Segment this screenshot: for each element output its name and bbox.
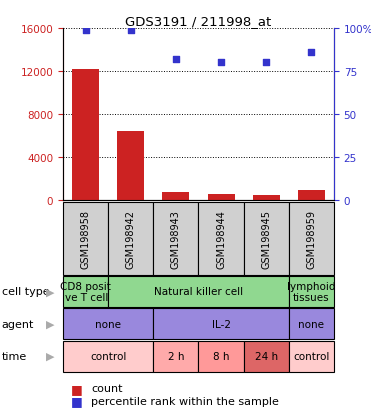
Text: none: none <box>95 319 121 329</box>
Text: control: control <box>293 351 329 361</box>
Bar <box>153 341 198 372</box>
Bar <box>162 193 190 200</box>
Bar <box>63 203 108 275</box>
Point <box>218 60 224 66</box>
Bar <box>198 203 244 275</box>
Text: GSM198943: GSM198943 <box>171 209 181 268</box>
Text: time: time <box>2 351 27 361</box>
Text: ■: ■ <box>70 394 82 407</box>
Text: ▶: ▶ <box>46 319 54 329</box>
Bar <box>289 276 334 307</box>
Bar <box>289 341 334 372</box>
Bar <box>72 70 99 200</box>
Bar <box>63 341 153 372</box>
Text: cell type: cell type <box>2 287 49 297</box>
Text: 24 h: 24 h <box>255 351 278 361</box>
Point <box>263 60 269 66</box>
Text: GSM198959: GSM198959 <box>306 209 316 268</box>
Title: GDS3191 / 211998_at: GDS3191 / 211998_at <box>125 15 272 28</box>
Bar <box>63 276 108 307</box>
Text: none: none <box>298 319 324 329</box>
Text: ▶: ▶ <box>46 287 54 297</box>
Bar <box>108 203 153 275</box>
Text: control: control <box>90 351 127 361</box>
Text: IL-2: IL-2 <box>211 319 230 329</box>
Text: count: count <box>91 383 122 393</box>
Text: GSM198958: GSM198958 <box>81 209 91 268</box>
Point <box>308 50 314 56</box>
Bar <box>289 309 334 339</box>
Point <box>83 27 89 34</box>
Bar <box>117 132 144 200</box>
Bar <box>244 341 289 372</box>
Bar <box>244 203 289 275</box>
Bar <box>63 309 153 339</box>
Bar <box>153 203 198 275</box>
Bar <box>253 196 280 200</box>
Bar <box>108 276 289 307</box>
Bar <box>198 341 244 372</box>
Bar <box>207 195 234 200</box>
Text: GSM198942: GSM198942 <box>126 209 136 268</box>
Text: agent: agent <box>2 319 34 329</box>
Bar <box>298 191 325 200</box>
Text: percentile rank within the sample: percentile rank within the sample <box>91 396 279 406</box>
Text: GSM198944: GSM198944 <box>216 209 226 268</box>
Text: CD8 posit
ive T cell: CD8 posit ive T cell <box>60 281 111 303</box>
Text: 2 h: 2 h <box>168 351 184 361</box>
Text: Natural killer cell: Natural killer cell <box>154 287 243 297</box>
Text: GSM198945: GSM198945 <box>261 209 271 268</box>
Text: 8 h: 8 h <box>213 351 229 361</box>
Point <box>128 27 134 34</box>
Text: ▶: ▶ <box>46 351 54 361</box>
Bar <box>289 203 334 275</box>
Text: lymphoid
tissues: lymphoid tissues <box>287 281 336 303</box>
Bar <box>153 309 289 339</box>
Point <box>173 57 179 63</box>
Text: ■: ■ <box>70 382 82 395</box>
